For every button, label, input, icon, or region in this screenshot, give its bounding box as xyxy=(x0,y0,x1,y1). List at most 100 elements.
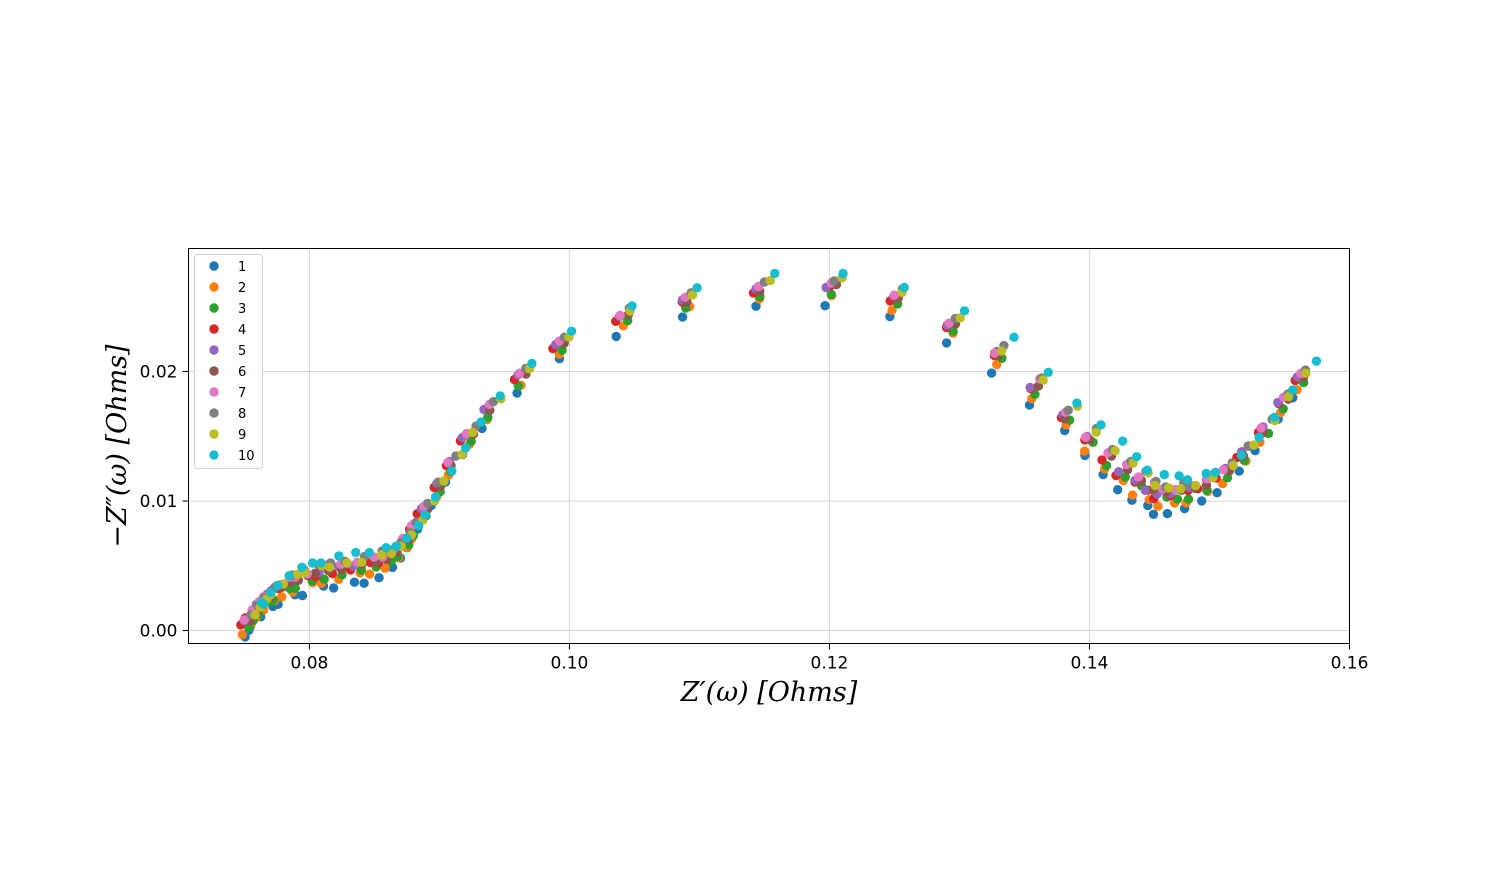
data-point xyxy=(1288,385,1298,395)
data-point xyxy=(1218,465,1229,475)
legend-label: 2 xyxy=(238,281,246,296)
data-point xyxy=(514,368,525,378)
data-point xyxy=(307,558,318,568)
legend-item: 2 xyxy=(209,281,246,296)
data-point xyxy=(557,345,567,355)
legend-item: 4 xyxy=(209,323,246,338)
data-point xyxy=(324,562,335,572)
data-point xyxy=(992,359,1002,370)
legend-marker xyxy=(209,282,219,292)
data-point xyxy=(476,417,486,427)
legend-label: 4 xyxy=(238,323,246,338)
data-point xyxy=(273,580,283,590)
data-point xyxy=(364,547,374,558)
legend-marker xyxy=(209,345,219,355)
data-point xyxy=(1118,436,1128,446)
data-point xyxy=(334,551,344,561)
data-point xyxy=(611,331,621,342)
series-3 xyxy=(244,289,1309,633)
legend-item: 9 xyxy=(209,428,246,443)
data-point xyxy=(237,630,247,640)
legend-marker xyxy=(209,324,219,334)
series-5 xyxy=(239,282,1303,626)
series-1 xyxy=(240,301,1298,642)
data-point xyxy=(349,577,360,587)
data-point xyxy=(1110,446,1120,456)
legend-label: 6 xyxy=(238,365,246,380)
legend-label: 8 xyxy=(238,407,246,422)
x-tick-label: 0.16 xyxy=(1331,654,1369,674)
data-point xyxy=(627,301,637,311)
data-point xyxy=(1183,494,1194,504)
legend-marker xyxy=(209,387,219,397)
data-point xyxy=(1150,480,1160,491)
data-point xyxy=(941,338,952,348)
series-10 xyxy=(256,268,1322,609)
data-point xyxy=(1172,494,1183,504)
data-point xyxy=(1249,440,1259,450)
legend-item: 8 xyxy=(209,407,246,422)
data-point xyxy=(447,466,457,476)
data-point xyxy=(316,558,326,568)
legend-marker xyxy=(209,261,219,271)
data-point xyxy=(1043,367,1054,377)
data-point xyxy=(1182,475,1193,485)
scatter-points xyxy=(236,268,1322,642)
data-point xyxy=(1080,432,1091,442)
plot-frame xyxy=(188,248,1350,644)
data-point xyxy=(566,326,577,336)
series-9 xyxy=(250,273,1311,620)
data-point xyxy=(1191,480,1201,491)
data-point xyxy=(351,547,361,558)
data-point xyxy=(381,543,391,553)
data-point xyxy=(239,615,250,625)
legend-item: 6 xyxy=(209,365,246,380)
data-point xyxy=(1164,483,1174,493)
data-point xyxy=(319,574,329,584)
data-point xyxy=(256,597,267,608)
data-point xyxy=(1132,452,1142,462)
data-point xyxy=(765,275,775,286)
data-point xyxy=(770,268,780,279)
legend: 1 2 3 4 5 6 7 8 9 10 xyxy=(194,254,263,469)
series-8 xyxy=(246,276,1311,620)
data-point xyxy=(277,592,287,602)
data-point xyxy=(1142,465,1152,475)
series-2 xyxy=(237,291,1302,640)
data-point xyxy=(488,396,499,407)
data-point xyxy=(467,427,478,438)
legend-marker xyxy=(209,408,219,418)
data-point xyxy=(1197,496,1207,506)
x-tick-label: 0.08 xyxy=(290,654,328,674)
series-6 xyxy=(245,279,1309,626)
data-point xyxy=(1176,484,1186,494)
data-point xyxy=(495,391,505,401)
data-point xyxy=(374,573,384,583)
data-point xyxy=(1284,392,1294,402)
legend-marker xyxy=(209,303,219,313)
legend-item: 3 xyxy=(209,302,246,317)
data-point xyxy=(357,557,367,567)
data-point xyxy=(1210,467,1221,477)
data-point xyxy=(1236,450,1247,460)
data-point xyxy=(692,283,702,293)
data-point xyxy=(376,550,387,560)
data-point xyxy=(284,571,294,581)
data-point xyxy=(1113,485,1123,495)
data-point xyxy=(430,492,441,502)
y-tick-label: 0.01 xyxy=(140,492,178,512)
data-point xyxy=(1201,468,1211,479)
data-point xyxy=(826,289,836,299)
data-point xyxy=(439,476,449,486)
data-point xyxy=(1159,469,1170,480)
data-point xyxy=(466,436,476,446)
data-point xyxy=(364,569,375,579)
axis-ticks: 0.08 0.10 0.12 0.14 0.16 0.00 0.01 0.02 xyxy=(140,363,1369,674)
data-point xyxy=(955,313,965,323)
data-point xyxy=(1133,472,1144,482)
legend-label: 9 xyxy=(238,428,246,443)
legend-marker xyxy=(209,366,219,376)
x-tick-label: 0.14 xyxy=(1071,654,1109,674)
x-tick-label: 0.12 xyxy=(811,654,849,674)
